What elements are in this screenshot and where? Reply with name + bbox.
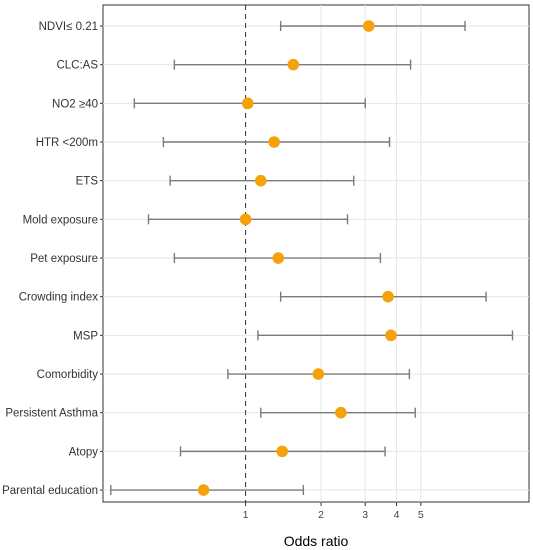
- y-axis-label: Mold exposure: [23, 214, 98, 226]
- odds-ratio-point: [241, 97, 254, 110]
- y-axis-labels: NDVI≤ 0.21 CLC:AS NO2 ≥40 HTR <200m ETS Mold …: [2, 21, 103, 497]
- odds-ratio-point: [254, 174, 267, 187]
- odds-ratio-point: [385, 329, 397, 342]
- odds-ratio-point: [287, 58, 300, 71]
- odds-ratio-point: [272, 252, 285, 264]
- odds-ratio-point: [312, 368, 325, 380]
- odds-ratio-point: [362, 20, 375, 32]
- y-axis-label: Persistent Asthma: [5, 408, 98, 420]
- y-axis-label: NO2 ≥40: [52, 98, 98, 110]
- y-axis-label: CLC:AS: [56, 60, 98, 72]
- y-axis-label: ETS: [76, 176, 99, 188]
- y-axis-label: Atopy: [69, 446, 99, 458]
- odds-ratio-point: [382, 290, 394, 303]
- odds-ratio-point: [239, 213, 252, 226]
- odds-ratio-point: [197, 484, 210, 496]
- odds-ratio-points: [197, 20, 397, 496]
- y-axis-label: MSP: [73, 330, 98, 342]
- x-tick-label: 5: [418, 509, 424, 521]
- y-axis-label: Pet exposure: [30, 253, 98, 265]
- odds-ratio-point: [335, 406, 347, 419]
- x-tick-label: 1: [243, 509, 249, 521]
- y-axis-label: Parental education: [2, 485, 98, 497]
- x-tick-label: 4: [394, 509, 400, 521]
- odds-ratio-point: [268, 136, 280, 148]
- y-axis-label: NDVI≤ 0.21: [39, 21, 98, 33]
- y-axis-label: Comorbidity: [37, 369, 99, 381]
- y-axis-label: HTR <200m: [36, 137, 98, 149]
- y-axis-label: Crowding index: [19, 292, 99, 304]
- x-tick-label: 2: [318, 509, 324, 521]
- x-axis-title: Odds ratio: [284, 533, 349, 549]
- plot-panel: [102, 4, 530, 503]
- x-tick-label: 3: [362, 509, 368, 521]
- x-axis: 1 2 3 4 5: [243, 502, 424, 521]
- vertical-gridlines: [320, 5, 422, 502]
- odds-ratio-point: [276, 445, 289, 458]
